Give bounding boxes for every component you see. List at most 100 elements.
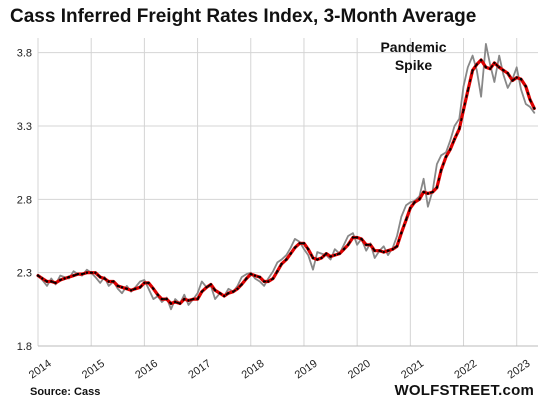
data-point: [373, 249, 376, 252]
data-point: [382, 250, 385, 254]
data-point: [249, 272, 252, 276]
data-point: [165, 297, 168, 301]
data-point: [466, 89, 469, 93]
data-point: [444, 155, 448, 158]
data-point: [440, 168, 443, 172]
brand-label: WOLFSTREET.com: [394, 382, 534, 399]
data-point: [205, 286, 208, 289]
data-point: [413, 201, 416, 204]
data-point: [99, 275, 102, 279]
data-point: [36, 274, 40, 277]
data-point: [192, 297, 195, 301]
y-tick-label: 2.3: [17, 268, 32, 280]
data-point: [528, 98, 532, 101]
data-point: [76, 272, 80, 276]
data-point: [333, 253, 336, 257]
data-point: [285, 258, 288, 261]
x-tick-label: 2022: [452, 358, 479, 382]
data-point: [302, 242, 306, 245]
data-point: [116, 284, 120, 288]
data-point: [160, 297, 164, 301]
data-point: [458, 127, 461, 131]
data-point: [187, 299, 190, 302]
y-tick-label: 3.8: [17, 48, 32, 60]
y-tick-label: 3.3: [17, 121, 32, 133]
data-point: [138, 286, 142, 289]
data-point: [369, 243, 372, 246]
data-point: [129, 289, 133, 292]
data-point: [280, 262, 283, 266]
data-point: [426, 192, 430, 195]
data-point: [493, 61, 496, 65]
data-point: [236, 287, 239, 290]
data-point: [240, 283, 243, 286]
data-point: [125, 287, 128, 290]
data-point: [183, 297, 186, 301]
x-tick-label: 2015: [80, 358, 107, 382]
data-point: [449, 148, 452, 151]
data-point: [174, 300, 177, 304]
monthly-line: [37, 43, 536, 311]
data-point: [462, 108, 465, 112]
data-point: [329, 255, 332, 258]
data-point: [519, 77, 523, 81]
data-point: [293, 246, 297, 249]
x-tick-label: 2018: [240, 358, 267, 382]
data-point: [422, 190, 425, 194]
data-point: [253, 274, 257, 277]
data-point: [245, 277, 248, 280]
data-point: [289, 252, 292, 255]
annotation-text: Spike: [395, 57, 433, 73]
data-point: [178, 302, 182, 305]
data-point: [209, 283, 213, 286]
data-point: [218, 292, 222, 295]
data-point: [80, 272, 84, 276]
data-point: [134, 287, 137, 290]
data-point: [453, 138, 456, 141]
series-group: [36, 43, 536, 311]
data-point: [120, 286, 124, 289]
data-point: [107, 280, 110, 283]
data-point: [391, 248, 394, 251]
data-point: [409, 206, 412, 210]
data-point: [200, 290, 203, 293]
data-point: [365, 243, 368, 246]
data-point: [232, 290, 235, 293]
data-point: [143, 281, 146, 285]
x-axis: 2014 2015 2016 2017 2018 2019 2020 2021 2022 2023: [27, 358, 533, 382]
data-point: [223, 294, 226, 298]
data-point: [511, 79, 514, 82]
data-point: [50, 280, 53, 283]
data-point: [342, 248, 346, 251]
y-axis: 1.8 2.3 2.8 3.3 3.8: [17, 48, 32, 353]
data-point: [152, 287, 155, 290]
data-point: [498, 66, 501, 69]
data-point: [276, 270, 279, 273]
chart-title: Cass Inferred Freight Rates Index, 3-Mon…: [10, 6, 477, 27]
data-point: [103, 277, 106, 280]
data-point: [471, 69, 474, 72]
data-point: [351, 236, 355, 239]
data-point: [325, 252, 328, 255]
data-point: [147, 281, 150, 285]
source-label: Source: Cass: [30, 386, 101, 398]
data-point: [360, 237, 363, 241]
data-point: [502, 69, 505, 72]
data-point: [156, 293, 159, 296]
x-tick-label: 2021: [399, 358, 426, 382]
data-point: [479, 58, 483, 62]
data-point: [338, 252, 341, 255]
data-point: [418, 198, 421, 201]
data-point: [533, 107, 536, 110]
data-point: [475, 63, 478, 66]
data-point: [271, 277, 275, 280]
x-tick-label: 2017: [186, 358, 213, 382]
data-point: [386, 249, 390, 252]
data-point: [196, 297, 199, 301]
data-point: [72, 274, 75, 277]
x-tick-label: 2023: [506, 358, 533, 382]
data-point: [41, 277, 44, 280]
data-point: [54, 281, 57, 285]
data-point: [378, 249, 381, 252]
